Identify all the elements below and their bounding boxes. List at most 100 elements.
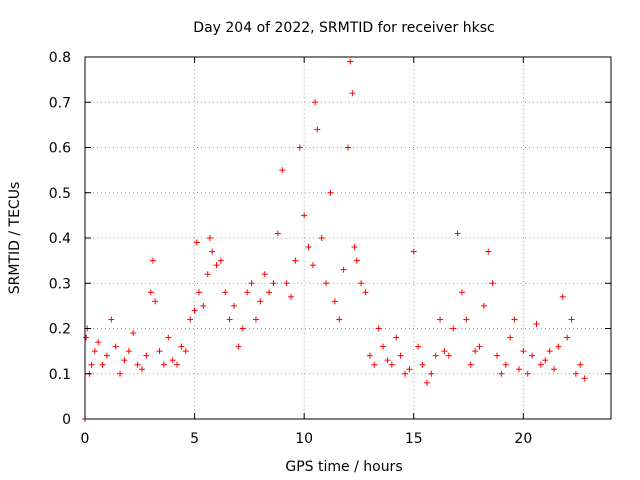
data-point <box>537 361 544 368</box>
data-point <box>108 316 115 323</box>
data-point <box>217 257 224 264</box>
data-point <box>494 352 501 359</box>
y-tick-label: 0.5 <box>49 186 71 202</box>
data-point <box>103 352 110 359</box>
data-point <box>336 316 343 323</box>
y-axis-title: SRMTID / TECUs <box>7 182 23 295</box>
data-point <box>257 298 264 305</box>
data-point <box>301 212 308 219</box>
data-point <box>511 316 518 323</box>
data-point <box>213 262 220 269</box>
data-point <box>559 293 566 300</box>
data-point <box>551 366 558 373</box>
tick-labels: 0 5 10 15 20 0 0.1 0.2 0.3 0.4 0.5 0.6 0.7 0.8 <box>49 50 533 447</box>
data-point <box>160 361 167 368</box>
data-point <box>489 280 496 287</box>
data-point <box>441 348 448 355</box>
data-point <box>95 339 102 346</box>
y-tick-label: 0.1 <box>49 367 71 383</box>
data-point <box>410 248 417 255</box>
data-point <box>314 126 321 133</box>
data-point <box>279 167 286 174</box>
data-point <box>83 334 90 341</box>
y-tick-label: 0 <box>62 412 71 428</box>
data-point <box>507 334 514 341</box>
data-point <box>266 289 273 296</box>
data-point <box>331 298 338 305</box>
data-point <box>546 348 553 355</box>
data-point <box>209 248 216 255</box>
data-point <box>375 325 382 332</box>
data-point <box>432 352 439 359</box>
data-point <box>235 343 242 350</box>
data-point <box>529 352 536 359</box>
data-point <box>318 235 325 241</box>
data-point <box>450 325 457 332</box>
data-point <box>415 343 422 350</box>
data-point <box>524 370 531 377</box>
data-point <box>270 280 277 287</box>
data-point <box>388 361 395 368</box>
data-point <box>147 289 154 296</box>
data-point <box>366 352 373 359</box>
data-point <box>193 239 200 246</box>
data-point <box>99 361 106 368</box>
y-tick-label: 0.4 <box>49 231 71 247</box>
data-point <box>347 58 354 65</box>
x-tick-label: 5 <box>190 431 199 447</box>
data-point <box>393 334 400 341</box>
data-point <box>345 144 351 151</box>
data-point <box>384 357 391 364</box>
data-point <box>239 325 246 332</box>
data-point <box>467 361 474 368</box>
data-point <box>248 280 255 287</box>
x-tick-label: 15 <box>405 431 423 447</box>
data-point <box>472 348 479 355</box>
data-point <box>419 361 426 368</box>
data-point <box>542 357 549 364</box>
data-point <box>130 330 137 337</box>
chart-title: Day 204 of 2022, SRMTID for receiver hks… <box>193 20 494 36</box>
data-point <box>283 280 290 287</box>
data-point <box>138 366 145 373</box>
data-point <box>152 298 159 305</box>
data-point <box>274 230 281 237</box>
data-point <box>191 307 198 314</box>
data-point <box>200 302 207 309</box>
data-point <box>572 370 579 377</box>
data-point <box>117 370 124 377</box>
data-point <box>520 348 527 355</box>
data-point <box>581 375 588 382</box>
y-tick-label: 0.7 <box>49 95 71 111</box>
y-tick-label: 0.6 <box>49 141 71 157</box>
data-point <box>340 266 347 273</box>
data-point <box>498 370 505 377</box>
data-point <box>555 343 562 350</box>
data-point <box>91 348 98 355</box>
data-point <box>231 302 238 309</box>
data-point <box>454 230 461 237</box>
data-point <box>568 316 575 323</box>
data-point <box>502 361 509 368</box>
data-point <box>125 348 132 355</box>
x-tick-label: 20 <box>514 431 532 447</box>
data-point <box>476 343 483 350</box>
data-point <box>358 280 365 287</box>
data-point <box>564 334 571 341</box>
data-point <box>149 257 156 264</box>
data-point <box>261 271 268 278</box>
data-point <box>296 144 303 151</box>
data-point <box>252 316 259 323</box>
data-point <box>156 348 163 355</box>
data-point <box>397 352 404 359</box>
data-point <box>134 361 141 368</box>
data-point <box>187 316 194 323</box>
data-point <box>327 189 334 196</box>
x-axis-title: GPS time / hours <box>285 459 402 475</box>
data-point <box>437 316 444 323</box>
data-point <box>169 357 176 364</box>
data-point <box>445 352 452 359</box>
data-point <box>112 343 119 350</box>
